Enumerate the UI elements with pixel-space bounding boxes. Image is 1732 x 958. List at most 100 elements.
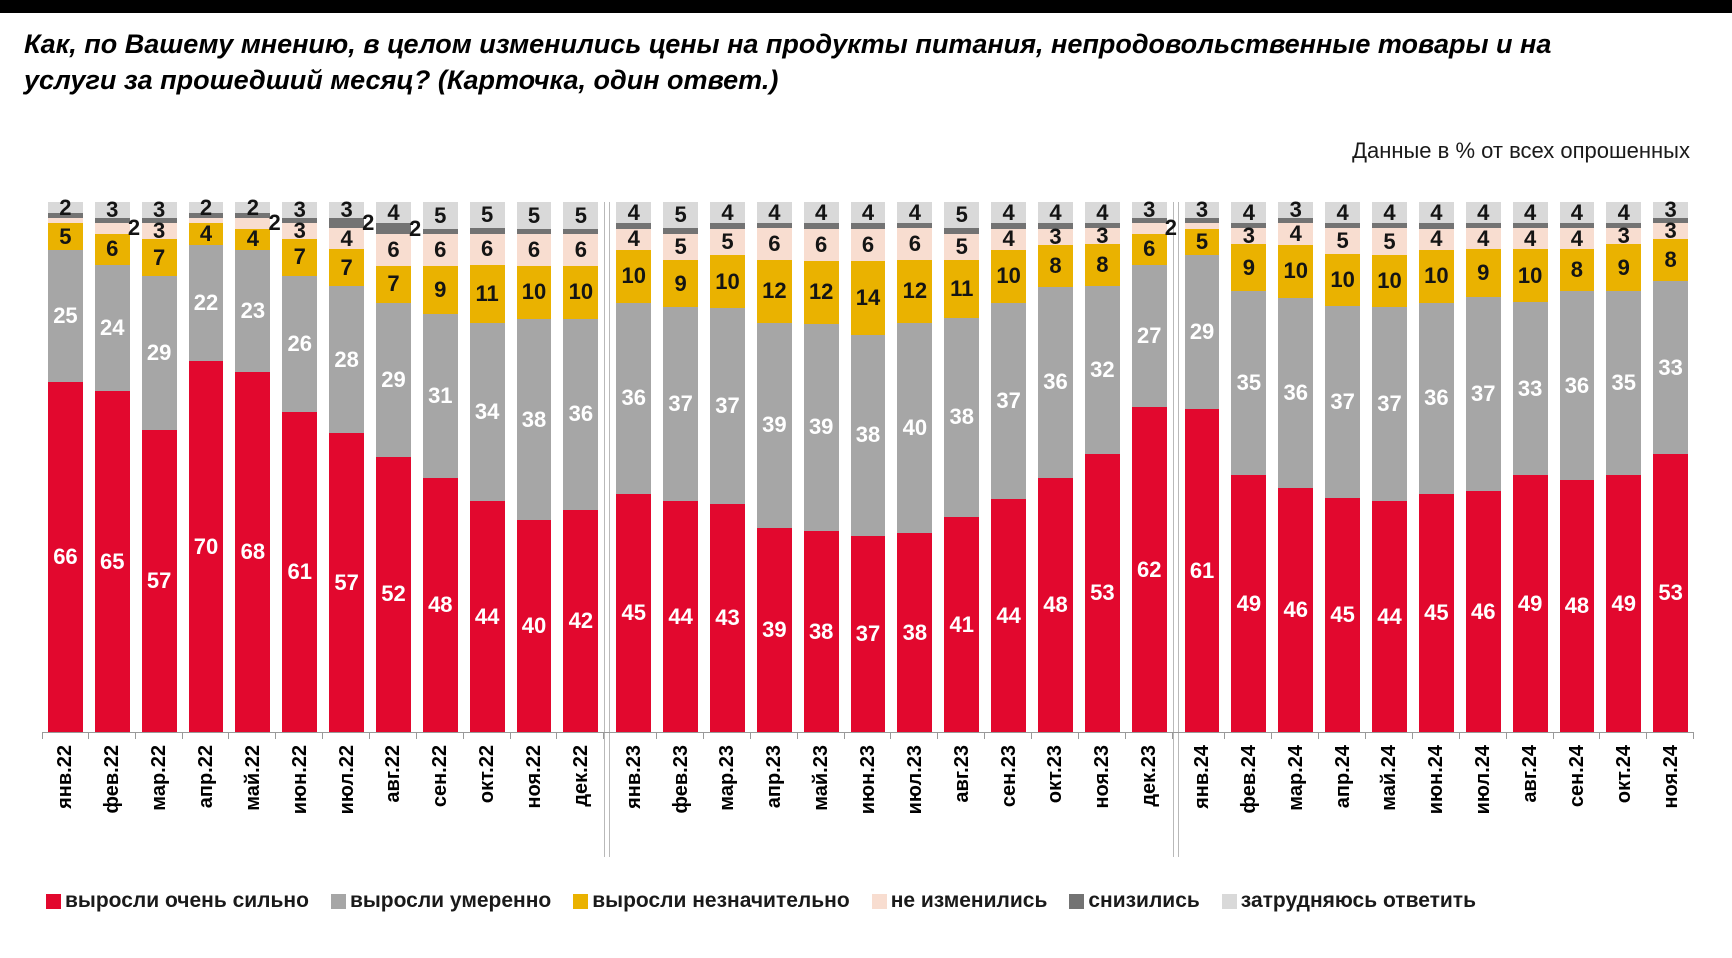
- x-axis-label: фев.22: [101, 745, 124, 814]
- segment-value-label: 37: [1330, 389, 1355, 415]
- bar-segment: 53: [1653, 454, 1689, 733]
- legend-label: затрудняюсь ответить: [1240, 889, 1476, 913]
- bar-segment: 4: [616, 228, 652, 250]
- bar-segment: 52: [376, 456, 411, 733]
- segment-value-label: 5: [1195, 228, 1209, 254]
- bar-segment: [1325, 223, 1361, 229]
- segment-value-label: 23: [240, 297, 266, 323]
- axis-tick: [42, 732, 89, 740]
- segment-value-label: 7: [153, 244, 166, 270]
- segment-value-label: 4: [627, 199, 640, 225]
- bar-stack: 4 3 9 35 49: [1600, 199, 1647, 733]
- bar-segment: 68: [235, 371, 271, 733]
- segment-value-label: 4: [908, 199, 922, 225]
- bar-stack: 4 4 10 36 45: [1413, 201, 1460, 733]
- bar-column: 4 3 9 35 49 окт.24: [1600, 199, 1648, 863]
- bar-stack: 4 4 10 37 44: [985, 199, 1032, 733]
- segment-value-label: 10: [1283, 258, 1309, 284]
- bar-segment: 3: [1038, 223, 1073, 249]
- segment-value-label: 4: [1477, 225, 1490, 251]
- bar-segment: 6: [469, 233, 505, 266]
- bar-column: 4 6 14 38 37 июн.23: [845, 201, 892, 863]
- bar-segment: [48, 218, 83, 224]
- segment-value-label: 29: [146, 340, 172, 366]
- bar-segment: 36: [1278, 297, 1314, 489]
- bar-segment: 38: [944, 317, 980, 518]
- bar-segment: 4: [1465, 225, 1501, 251]
- bar-segment: [516, 228, 552, 235]
- bar-segment: 10: [1512, 249, 1548, 302]
- bar-segment: 46: [1465, 490, 1501, 733]
- bar-segment: 35: [1231, 291, 1267, 476]
- bar-segment: 5: [422, 202, 458, 229]
- legend-swatch: [46, 893, 61, 909]
- bar-segment: 26: [282, 275, 318, 413]
- segment-value-label: 6: [768, 231, 781, 257]
- segment-value-label: 9: [674, 270, 687, 296]
- x-axis-label: окт.23: [1044, 745, 1067, 804]
- bar-segment: [1465, 223, 1501, 229]
- segment-value-label: 4: [1477, 199, 1490, 225]
- bar-segment: 5: [663, 233, 699, 260]
- bar-segment: 4: [897, 199, 933, 225]
- segment-value-label: 39: [808, 414, 834, 440]
- segment-value-label: 3: [1289, 197, 1302, 223]
- bar-segment: 6: [756, 228, 792, 260]
- axis-tick: [89, 732, 136, 740]
- bar-segment: [944, 228, 980, 234]
- segment-value-label: 46: [1470, 598, 1496, 624]
- bar-segment: 44: [991, 499, 1027, 733]
- segment-value-label: 7: [387, 271, 400, 297]
- bar-segment: 29: [376, 302, 411, 457]
- axis-tick: [1600, 732, 1648, 740]
- bar-segment: [897, 223, 933, 229]
- bar-segment: 37: [710, 308, 745, 505]
- bar-column: 4 4 10 36 45 янв.23: [610, 199, 658, 863]
- segment-value-label: 5: [574, 202, 587, 228]
- bar-segment: 2: [188, 196, 224, 218]
- bar-segment: [850, 223, 886, 229]
- bar-segment: 4: [710, 201, 745, 224]
- bar-segment: 46: [1278, 488, 1314, 733]
- segment-value-label: 4: [1002, 199, 1015, 225]
- bar-segment: 3: [282, 199, 318, 221]
- segment-value-label: 2: [127, 215, 141, 241]
- bar-segment: 11: [469, 265, 505, 323]
- segment-value-label: 5: [59, 223, 72, 249]
- segment-value-label: 3: [1049, 223, 1062, 249]
- segment-value-label: 5: [955, 202, 968, 228]
- segment-value-label: 4: [1617, 199, 1630, 225]
- segment-value-label: 2: [199, 194, 213, 220]
- segment-value-label: 3: [1143, 197, 1156, 223]
- segment-value-label: 38: [902, 619, 928, 645]
- segment-value-label: 3: [106, 197, 119, 223]
- bar-stack: 5 6 10 36 42: [557, 202, 604, 733]
- bar-segment: 4: [376, 201, 411, 224]
- segment-value-label: 62: [1136, 556, 1162, 582]
- segment-value-label: 4: [1242, 199, 1256, 225]
- bar-column: 3 2 6 24 65 фев.22: [89, 197, 140, 863]
- segment-value-label: 4: [1002, 226, 1015, 252]
- bar-segment: [563, 228, 599, 235]
- bar-segment: 62: [1131, 406, 1167, 733]
- bar-segment: 40: [897, 322, 933, 533]
- legend-label: выросли умеренно: [349, 889, 552, 913]
- bar-segment: 37: [991, 302, 1027, 500]
- x-axis-label: май.24: [1378, 745, 1401, 812]
- bar-column: 4 6 12 39 39 апр.23: [751, 201, 798, 863]
- segment-value-label: 45: [1424, 599, 1449, 625]
- bar-segment: 23: [235, 249, 271, 372]
- segment-value-label: 52: [381, 581, 406, 607]
- x-axis-label: июн.22: [288, 745, 311, 815]
- bar-segment: 3: [1653, 199, 1689, 221]
- axis-tick: [1272, 732, 1320, 740]
- bar-segment: [803, 223, 839, 229]
- bar-segment: 61: [1184, 408, 1220, 733]
- segment-value-label: 48: [1564, 593, 1590, 619]
- bar-column: 4 2 6 7 29 52 авг.22: [370, 201, 421, 863]
- bar-column: 4 3 8 36 48 окт.23: [1032, 201, 1079, 863]
- segment-value-label: 9: [1477, 260, 1490, 286]
- segment-value-label: 35: [1611, 370, 1637, 396]
- bar-segment: 37: [1465, 296, 1501, 491]
- segment-value-label: 49: [1611, 590, 1637, 616]
